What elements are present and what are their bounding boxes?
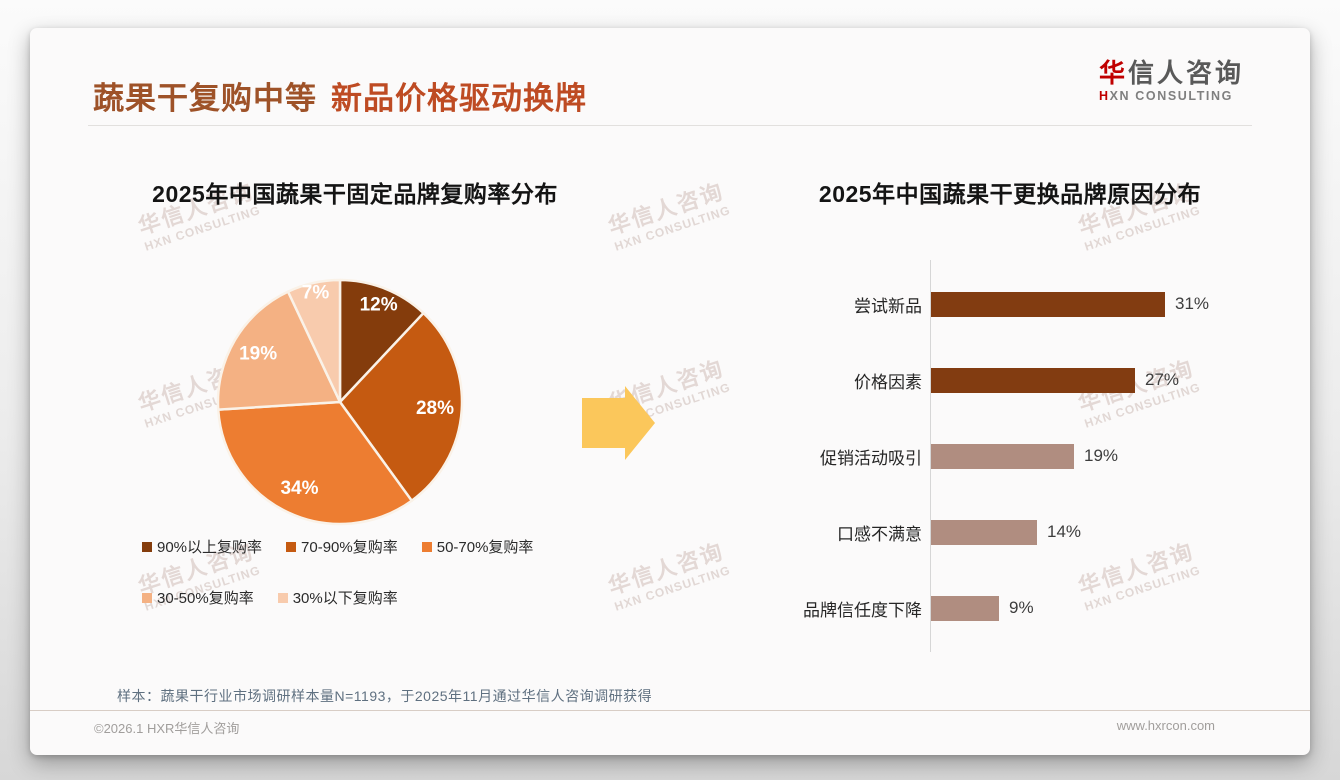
bar-row: 促销活动吸引 19% bbox=[800, 418, 1260, 494]
bar-track: 9% bbox=[931, 595, 1034, 621]
pie-slice-30-50%复购率 bbox=[216, 290, 342, 411]
pie-data-label: 34% bbox=[280, 478, 318, 499]
bar-track: 27% bbox=[931, 367, 1180, 393]
bar-chart: 尝试新品 31% 价格因素 27% 促销活动吸引 19% 口感不满意 14% 品牌信任度下降 9% bbox=[800, 260, 1260, 652]
bar-track: 19% bbox=[931, 443, 1119, 469]
legend-item: 70-90%复购率 bbox=[286, 536, 398, 557]
pie-chart-svg: 12% 28% 34% 19% 7% bbox=[216, 278, 464, 526]
watermark-en: HXN CONSULTING bbox=[612, 563, 733, 615]
bar-row: 口感不满意 14% bbox=[800, 494, 1260, 570]
legend-swatch bbox=[142, 592, 152, 603]
legend-item: 30%以下复购率 bbox=[277, 587, 398, 608]
bar-fill bbox=[931, 291, 1165, 317]
bar-track: 31% bbox=[931, 291, 1210, 317]
bar-chart-axis-line bbox=[930, 260, 931, 652]
logo-cn-rest: 信人咨询 bbox=[1127, 58, 1244, 88]
legend-label: 90%以上复购率 bbox=[157, 539, 263, 556]
legend-swatch bbox=[142, 541, 152, 552]
page-title-part1: 蔬果干复购中等 bbox=[93, 81, 317, 116]
legend-label: 30-50%复购率 bbox=[157, 590, 254, 607]
watermark-en: HXN CONSULTING bbox=[1082, 203, 1203, 255]
legend-label: 50-70%复购率 bbox=[436, 539, 534, 556]
footer-website: www.hxrcon.com bbox=[1116, 718, 1215, 733]
bar-row: 品牌信任度下降 9% bbox=[800, 570, 1260, 646]
bar-category-label: 价格因素 bbox=[854, 372, 922, 392]
bar-category-label: 促销活动吸引 bbox=[820, 448, 922, 468]
watermark-text: 华信人咨询 HXN CONSULTING bbox=[605, 538, 733, 614]
legend-label: 70-90%复购率 bbox=[301, 539, 398, 556]
legend-swatch bbox=[277, 592, 288, 603]
company-logo-cn: 华信人咨询 bbox=[1098, 58, 1244, 88]
bar-value-label: 14% bbox=[1047, 522, 1082, 541]
bar-value-label: 31% bbox=[1175, 294, 1210, 313]
pie-data-label: 28% bbox=[416, 398, 454, 419]
bar-category-label: 口感不满意 bbox=[837, 524, 922, 544]
pie-data-label: 7% bbox=[302, 282, 330, 303]
pie-slice-30%以下复购率 bbox=[286, 278, 342, 404]
footer-divider bbox=[30, 710, 1310, 711]
bar-row: 尝试新品 31% bbox=[800, 266, 1260, 342]
legend-swatch bbox=[421, 541, 432, 552]
flow-arrow bbox=[582, 385, 656, 466]
company-logo-en: HXN CONSULTING bbox=[1099, 89, 1244, 103]
pie-legend: 90%以上复购率 70-90%复购率 50-70%复购率 30-50%复购率 30%以下… bbox=[142, 536, 592, 608]
pie-data-label: 19% bbox=[239, 344, 277, 365]
page-title-part2: 新品价格驱动换牌 bbox=[331, 81, 587, 116]
pie-chart: 12% 28% 34% 19% 7% bbox=[190, 252, 490, 552]
bar-value-label: 27% bbox=[1145, 370, 1180, 389]
footer-copyright: ©2026.1 HXR华信人咨询 bbox=[94, 721, 240, 736]
footer: ©2026.1 HXR华信人咨询 www.hxrcon.com bbox=[30, 718, 1310, 737]
block-arrow-shape bbox=[582, 386, 655, 460]
pie-slice-90%以上复购率 bbox=[338, 278, 425, 404]
bar-chart-title: 2025年中国蔬果干更换品牌原因分布 bbox=[818, 181, 1202, 207]
pie-slice-70-90%复购率 bbox=[338, 311, 464, 502]
bar-category-label: 尝试新品 bbox=[854, 296, 922, 316]
watermark-en: HXN CONSULTING bbox=[612, 203, 733, 255]
legend-item: 90%以上复购率 bbox=[142, 536, 262, 557]
logo-en-rest: XN CONSULTING bbox=[1109, 89, 1233, 104]
sample-note: 样本：蔬果干行业市场调研样本量N=1193，于2025年11月通过华信人咨询调研… bbox=[117, 688, 653, 704]
watermark-en: HXN CONSULTING bbox=[142, 203, 263, 255]
pie-slice-50-70%复购率 bbox=[216, 400, 413, 526]
bar-track: 14% bbox=[931, 519, 1082, 545]
title-divider bbox=[88, 125, 1252, 126]
bar-value-label: 19% bbox=[1084, 446, 1119, 465]
legend-label: 30%以下复购率 bbox=[292, 590, 398, 607]
logo-cn-accent: 华 bbox=[1098, 58, 1128, 88]
bar-fill bbox=[931, 443, 1074, 469]
bar-fill bbox=[931, 519, 1037, 545]
slide-card: 华信人咨询 HXN CONSULTING 华信人咨询 HXN CONSULTING 华信… bbox=[30, 28, 1310, 755]
pie-chart-title: 2025年中国蔬果干固定品牌复购率分布 bbox=[152, 181, 558, 207]
company-logo: 华信人咨询 HXN CONSULTING bbox=[1098, 58, 1244, 103]
watermark-cn: 华信人咨询 bbox=[605, 538, 728, 600]
bar-fill bbox=[931, 367, 1135, 393]
legend-item: 50-70%复购率 bbox=[421, 536, 534, 557]
pie-data-label: 12% bbox=[360, 294, 398, 315]
legend-item: 30-50%复购率 bbox=[142, 587, 254, 608]
bar-value-label: 9% bbox=[1009, 598, 1034, 617]
bar-row: 价格因素 27% bbox=[800, 342, 1260, 418]
bar-category-label: 品牌信任度下降 bbox=[803, 600, 922, 620]
bar-fill bbox=[931, 595, 999, 621]
page-title: 蔬果干复购中等 新品价格驱动换牌 bbox=[93, 73, 587, 118]
right-arrow-icon bbox=[582, 386, 655, 460]
logo-en-accent: H bbox=[1098, 89, 1110, 104]
legend-swatch bbox=[286, 541, 297, 552]
